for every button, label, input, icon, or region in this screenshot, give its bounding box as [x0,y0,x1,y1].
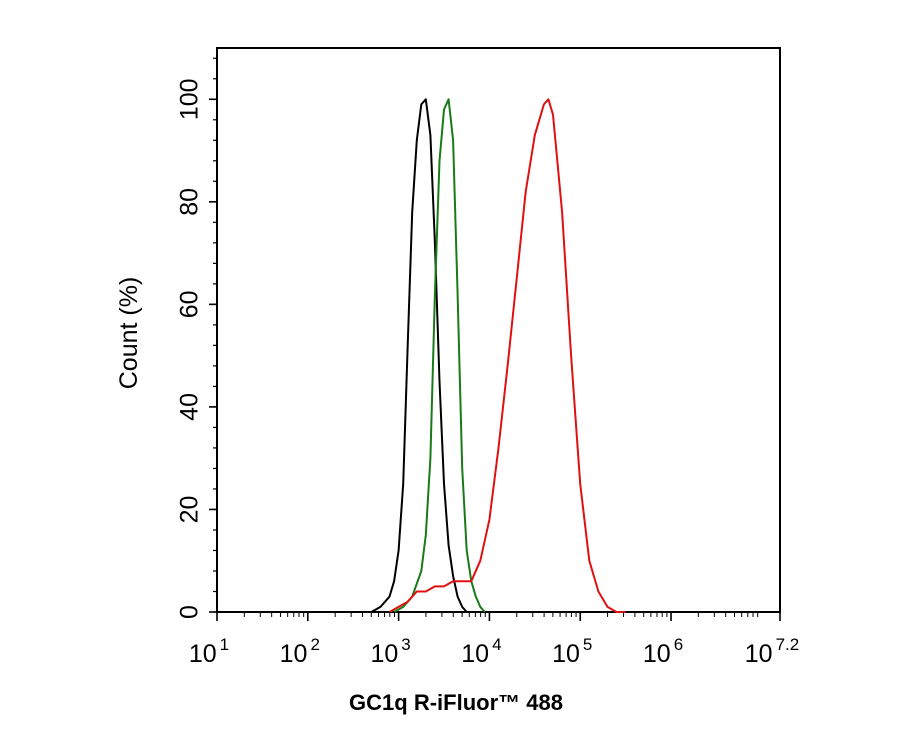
series-line-1 [370,98,468,613]
x-tick-label: 10 5 [552,635,592,668]
x-tick-label: 10 3 [370,635,410,668]
x-axis-title: GC1q R-iFluor™ 488 [349,690,563,715]
y-tick-label: 80 [176,188,204,216]
series-line-3 [389,98,626,613]
series-layer [370,98,626,613]
x-tick-label: 10 7.2 [745,635,799,668]
y-tick-label: 20 [176,496,204,524]
x-tick-label: 10 1 [189,635,229,668]
plot-area [216,47,781,613]
x-tick-label: 10 4 [461,635,501,668]
y-tick-label: 60 [176,290,204,318]
y-tick-label: 0 [176,605,204,619]
y-axis-title: Count (%) [115,277,143,390]
y-tick-label: 100 [176,78,204,120]
plot-frame [216,47,781,613]
x-tick-label: 10 2 [280,635,320,668]
series-line-2 [393,98,486,613]
axis-layer: 0 20 40 60 80 100 10 1 10 2 10 3 10 4 10 5 10 6 10 7.2 [176,57,799,668]
y-tick-label: 40 [176,393,204,421]
x-tick-label: 10 6 [643,635,683,668]
